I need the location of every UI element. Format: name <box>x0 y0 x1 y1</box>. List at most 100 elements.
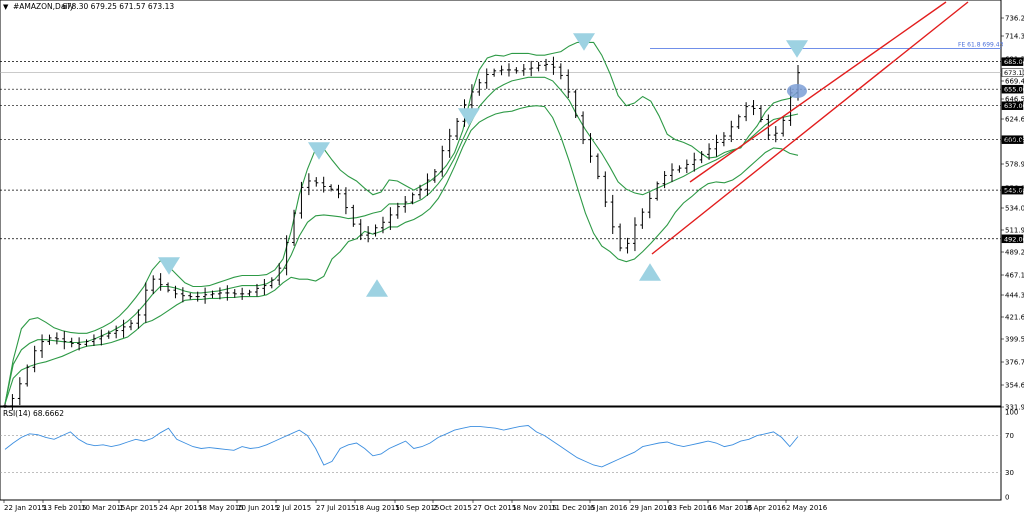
price-bar <box>306 173 311 196</box>
price-bar <box>10 394 15 411</box>
x-tick-label: 10 Mar 2015 <box>81 504 125 512</box>
x-tick-label: 8 Apr 2016 <box>747 504 786 512</box>
price-bar <box>492 68 497 77</box>
price-bar <box>455 118 460 140</box>
channel-lower-line <box>651 1 969 255</box>
y-tick-label: 534.05 <box>1005 205 1024 213</box>
price-bar <box>91 334 96 346</box>
y-tick-label: 601.65 <box>1005 138 1024 146</box>
price-bar <box>203 287 208 304</box>
triangle-down-marker <box>458 108 480 126</box>
price-bar <box>284 235 289 276</box>
axes: 736.20 714.30 691.35 669.40 646.50 624.60 601.… <box>3 15 1024 512</box>
price-bar <box>684 159 689 174</box>
level-label: 492.00 <box>1004 235 1024 243</box>
triangle-up-marker <box>639 263 661 281</box>
price-bar <box>729 120 734 143</box>
price-bar <box>751 100 756 116</box>
x-tick-label: 16 Mar 2016 <box>708 504 753 512</box>
price-bar <box>232 289 237 298</box>
y-tick-label: 736.20 <box>1005 15 1024 23</box>
price-bar <box>566 69 571 98</box>
rsi-pane-frame <box>0 406 1002 501</box>
level-label: 545.00 <box>1004 187 1024 195</box>
level-label-box <box>1001 101 1024 110</box>
price-bar <box>662 171 667 189</box>
price-bar <box>358 219 363 241</box>
price-bar <box>195 291 200 302</box>
price-bar <box>121 319 126 338</box>
y-tick-label: 354.65 <box>1005 382 1024 390</box>
price-bar <box>610 194 615 235</box>
price-bar <box>188 292 193 300</box>
channel-dotted-line <box>651 199 721 255</box>
price-bar <box>77 337 82 351</box>
triangle-down-marker <box>158 257 180 275</box>
x-tick-label: 10 Jun 2015 <box>237 504 279 512</box>
price-bar <box>3 403 7 409</box>
x-tick-label: 10 Sep 2015 <box>395 504 439 512</box>
price-bar <box>32 345 37 373</box>
x-tick-label: 18 Aug 2015 <box>355 504 400 512</box>
price-bar <box>351 204 356 227</box>
price-bar <box>136 309 141 329</box>
horizontal-levels: 685.00 673.13 655.00 637.00 600.00 545.00 492.… <box>0 57 1024 243</box>
price-bar <box>447 128 452 158</box>
price-bar <box>721 132 726 147</box>
level-label-box <box>1001 185 1024 195</box>
y-tick-label: 578.90 <box>1005 161 1024 169</box>
price-bar <box>469 84 474 113</box>
level-label: 655.00 <box>1004 86 1024 94</box>
y-tick-label: 714.30 <box>1005 33 1024 41</box>
price-bar <box>670 163 675 183</box>
price-bar <box>758 105 763 123</box>
price-bar <box>166 282 171 293</box>
bollinger-lower-band <box>4 105 799 405</box>
price-bar <box>329 184 334 192</box>
price-bar <box>336 184 341 199</box>
collapse-icon[interactable]: ▼ <box>3 3 9 11</box>
price-bar <box>536 62 541 72</box>
x-tick-label: 2 May 2016 <box>786 504 828 512</box>
price-bar <box>292 209 297 246</box>
price-bar <box>440 145 445 177</box>
price-series <box>3 56 800 411</box>
x-tick-label: 2 Oct 2015 <box>433 504 472 512</box>
price-bar <box>210 290 215 299</box>
rsi-tick-label: 70 <box>1005 432 1014 440</box>
price-bar <box>514 67 519 74</box>
price-bar <box>158 273 163 291</box>
price-bar <box>773 126 778 143</box>
price-bar <box>106 330 111 339</box>
y-tick-label: 669.40 <box>1005 78 1024 86</box>
price-bar <box>647 192 652 219</box>
price-bar <box>40 334 45 358</box>
x-tick-label: 1 Apr 2015 <box>119 504 158 512</box>
y-tick-label: 376.75 <box>1005 359 1024 367</box>
price-bar <box>736 114 741 130</box>
price-bar <box>151 275 156 295</box>
price-bar <box>84 339 89 347</box>
price-bar <box>529 60 534 77</box>
price-bar <box>403 196 408 213</box>
price-bar <box>321 176 326 193</box>
ohlc-readout: 678.30 679.25 671.57 673.13 <box>62 2 174 11</box>
y-tick-label: 467.10 <box>1005 272 1024 280</box>
x-tick-label: 24 Apr 2015 <box>159 504 202 512</box>
fibonacci-label: FE 61.8 699.43 <box>958 41 1004 48</box>
y-tick-label: 489.20 <box>1005 249 1024 257</box>
price-bar <box>744 102 749 122</box>
price-bar <box>544 58 549 71</box>
price-bar <box>69 337 74 348</box>
y-tick-label: 421.60 <box>1005 314 1024 322</box>
price-bar <box>173 285 178 299</box>
price-bar <box>521 64 526 76</box>
bollinger-bands <box>4 41 799 405</box>
triangle-up-marker <box>366 279 388 297</box>
x-tick-label: 6 Jan 2016 <box>590 504 628 512</box>
rsi-tick-label: 0 <box>1005 494 1009 502</box>
price-bar <box>54 332 59 345</box>
level-label: 673.13 <box>1004 69 1024 77</box>
